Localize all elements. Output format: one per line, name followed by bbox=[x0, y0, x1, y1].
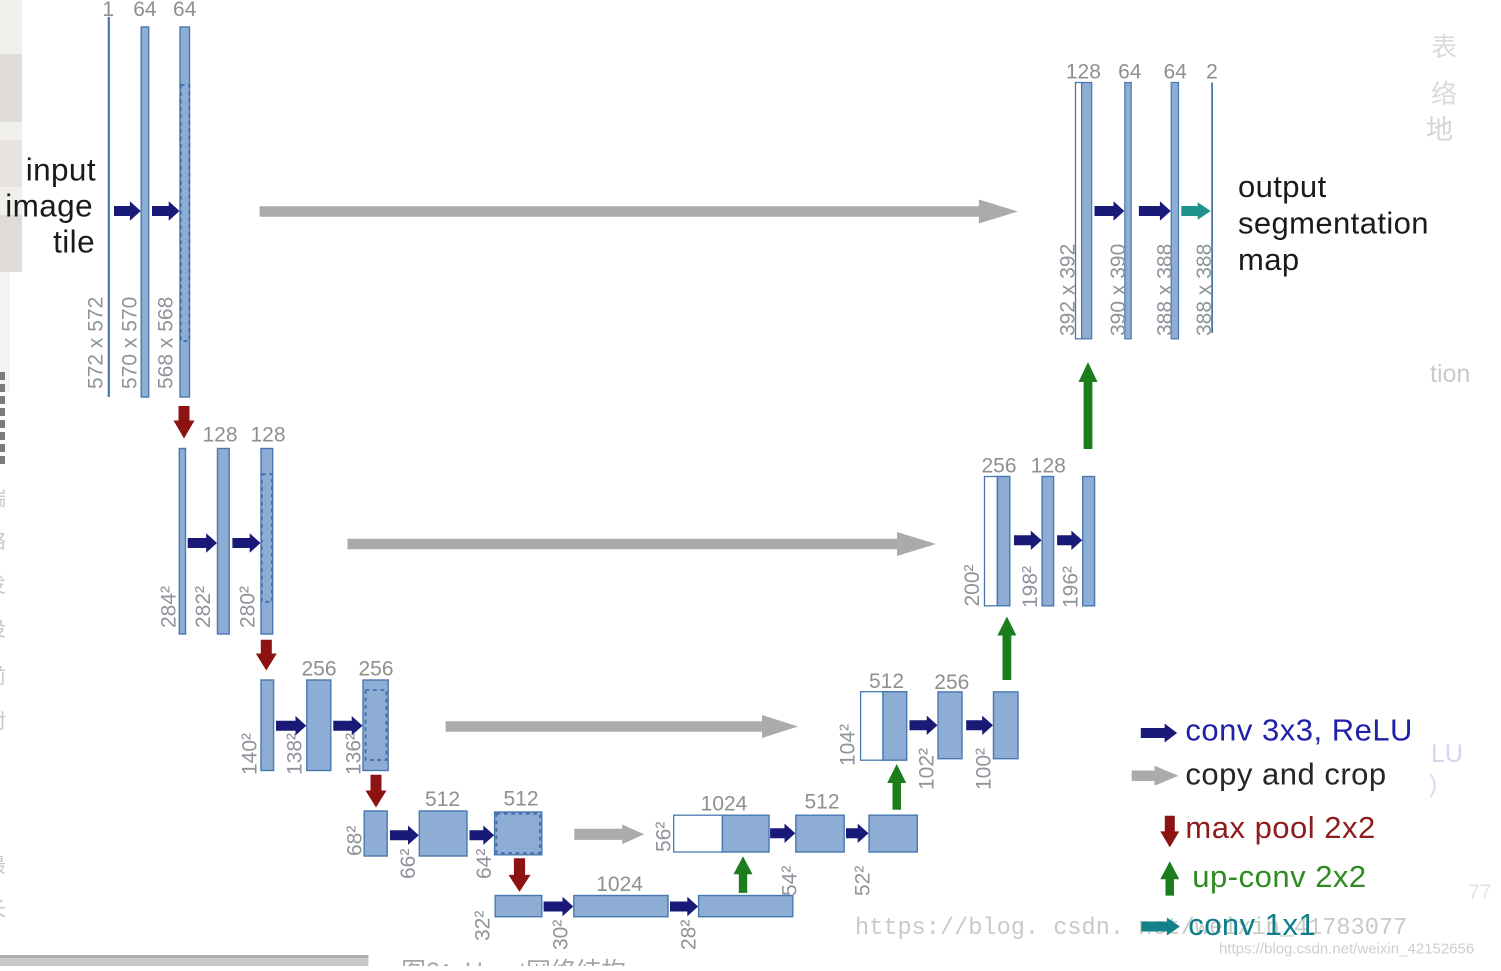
svg-text:280²: 280² bbox=[237, 586, 260, 628]
svg-text:198²: 198² bbox=[1019, 566, 1042, 608]
svg-text:256: 256 bbox=[358, 658, 393, 681]
svg-text:长: 长 bbox=[0, 898, 6, 921]
svg-text:LU: LU bbox=[1431, 740, 1463, 768]
svg-text:1024: 1024 bbox=[701, 793, 748, 816]
svg-text:1: 1 bbox=[102, 0, 114, 21]
svg-text:68²: 68² bbox=[344, 826, 367, 856]
svg-text:封: 封 bbox=[0, 710, 6, 733]
svg-text:): ) bbox=[1429, 770, 1437, 798]
svg-text:512: 512 bbox=[503, 788, 538, 811]
svg-text:图2：U-net网络结构: 图2：U-net网络结构 bbox=[401, 958, 626, 966]
svg-text:256: 256 bbox=[934, 671, 969, 694]
svg-text:64: 64 bbox=[1118, 60, 1142, 83]
svg-text:77: 77 bbox=[1468, 881, 1491, 904]
svg-text:512: 512 bbox=[425, 788, 460, 811]
svg-text:copy and crop: copy and crop bbox=[1185, 757, 1386, 792]
svg-text:64: 64 bbox=[133, 0, 157, 21]
svg-text:30²: 30² bbox=[550, 920, 573, 950]
svg-text:tion: tion bbox=[1430, 360, 1470, 388]
svg-text:没: 没 bbox=[0, 618, 6, 641]
svg-text:conv 1x1: conv 1x1 bbox=[1188, 907, 1316, 942]
svg-text:2: 2 bbox=[1206, 60, 1218, 83]
svg-text:388 x 388: 388 x 388 bbox=[1193, 244, 1216, 336]
svg-text:32²: 32² bbox=[472, 911, 495, 941]
svg-text:66²: 66² bbox=[397, 849, 420, 879]
svg-text:56²: 56² bbox=[653, 822, 676, 852]
svg-text:200²: 200² bbox=[961, 564, 984, 606]
svg-text:284²: 284² bbox=[158, 586, 181, 628]
svg-text:52²: 52² bbox=[852, 866, 875, 896]
svg-text:络: 络 bbox=[1431, 79, 1457, 109]
svg-text:https://blog. csdn. net/weixin: https://blog. csdn. net/weixin_41783077 bbox=[855, 915, 1407, 942]
svg-text:568 x 568: 568 x 568 bbox=[155, 297, 178, 389]
svg-text:256: 256 bbox=[981, 455, 1016, 478]
svg-text:572 x 572: 572 x 572 bbox=[85, 297, 108, 389]
svg-text:1024: 1024 bbox=[596, 873, 643, 896]
svg-text:512: 512 bbox=[804, 791, 839, 814]
svg-text:map: map bbox=[1238, 242, 1300, 277]
svg-text:136²: 136² bbox=[343, 733, 366, 775]
svg-text:388 x 388: 388 x 388 bbox=[1154, 244, 1177, 336]
svg-text:image: image bbox=[5, 188, 93, 224]
svg-text:138²: 138² bbox=[284, 733, 307, 775]
svg-text:发: 发 bbox=[0, 574, 6, 597]
svg-text:前: 前 bbox=[0, 665, 6, 688]
svg-text:256: 256 bbox=[301, 658, 336, 681]
svg-text:64: 64 bbox=[173, 0, 197, 21]
svg-text:100²: 100² bbox=[973, 748, 996, 790]
svg-text:64: 64 bbox=[1164, 60, 1188, 83]
svg-text:512: 512 bbox=[869, 670, 904, 693]
svg-text:54²: 54² bbox=[779, 866, 802, 896]
svg-text:segmentation: segmentation bbox=[1238, 206, 1429, 241]
svg-text:390 x 390: 390 x 390 bbox=[1107, 244, 1130, 336]
svg-text:络: 络 bbox=[0, 530, 6, 553]
svg-text:128: 128 bbox=[202, 424, 237, 447]
svg-text:max pool 2x2: max pool 2x2 bbox=[1185, 810, 1375, 845]
svg-text:地: 地 bbox=[1426, 115, 1453, 145]
svg-text:128: 128 bbox=[1066, 60, 1101, 83]
svg-text:104²: 104² bbox=[837, 724, 860, 766]
svg-text:up-conv 2x2: up-conv 2x2 bbox=[1192, 859, 1366, 894]
svg-text:196²: 196² bbox=[1059, 566, 1082, 608]
svg-text:https://blog.csdn.net/weixin_4: https://blog.csdn.net/weixin_42152656 bbox=[1219, 941, 1474, 958]
svg-text:conv 3x3, ReLU: conv 3x3, ReLU bbox=[1185, 713, 1413, 748]
svg-text:端: 端 bbox=[0, 487, 6, 510]
svg-text:128: 128 bbox=[1031, 455, 1066, 478]
svg-text:output: output bbox=[1238, 169, 1327, 204]
svg-text:570 x 570: 570 x 570 bbox=[119, 297, 142, 389]
svg-text:392 x 392: 392 x 392 bbox=[1057, 244, 1080, 336]
svg-text:102²: 102² bbox=[916, 748, 939, 790]
svg-text:140²: 140² bbox=[239, 733, 262, 775]
svg-text:64²: 64² bbox=[473, 849, 496, 879]
svg-text:128: 128 bbox=[250, 424, 285, 447]
svg-text:最: 最 bbox=[0, 855, 6, 877]
svg-text:表: 表 bbox=[1431, 32, 1457, 62]
svg-text:282²: 282² bbox=[192, 586, 215, 628]
svg-text:input: input bbox=[26, 152, 96, 188]
svg-text:tile: tile bbox=[53, 224, 95, 260]
svg-text:28²: 28² bbox=[678, 920, 701, 950]
